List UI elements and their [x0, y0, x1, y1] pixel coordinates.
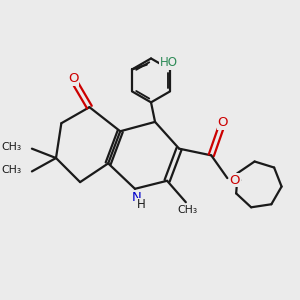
Text: O: O [230, 174, 240, 187]
Text: CH₃: CH₃ [2, 142, 22, 152]
Text: CH₃: CH₃ [2, 165, 22, 175]
Text: O: O [68, 72, 79, 85]
Text: HO: HO [160, 56, 178, 69]
Text: O: O [218, 116, 228, 129]
Text: H: H [136, 198, 145, 212]
Text: N: N [131, 191, 141, 204]
Text: CH₃: CH₃ [177, 205, 197, 215]
